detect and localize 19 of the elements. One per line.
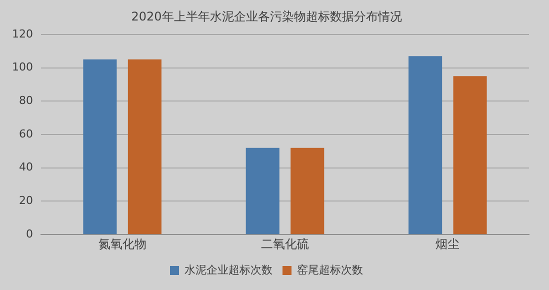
bar: [453, 76, 487, 234]
bar: [290, 148, 324, 234]
y-tick-label: 100: [12, 60, 33, 74]
bar: [128, 59, 162, 234]
bar: [246, 148, 280, 234]
y-tick-label: 20: [18, 194, 33, 208]
legend-label: 窑尾超标次数: [297, 263, 363, 276]
x-tick-label: 氮氧化物: [98, 236, 146, 251]
y-tick-label: 60: [18, 127, 33, 140]
y-tick-label: 40: [18, 160, 33, 174]
legend-label: 水泥企业超标次数: [184, 263, 272, 276]
bar: [408, 56, 442, 234]
y-tick-label: 80: [18, 94, 33, 107]
x-tick-label: 二氧化硫: [261, 236, 309, 251]
y-tick-label: 0: [26, 227, 33, 240]
x-tick-label: 烟尘: [436, 236, 460, 251]
y-tick-label: 120: [12, 27, 33, 40]
bar: [83, 59, 117, 234]
chart-title: 2020年上半年水泥企业各污染物超标数据分布情况: [131, 9, 402, 24]
